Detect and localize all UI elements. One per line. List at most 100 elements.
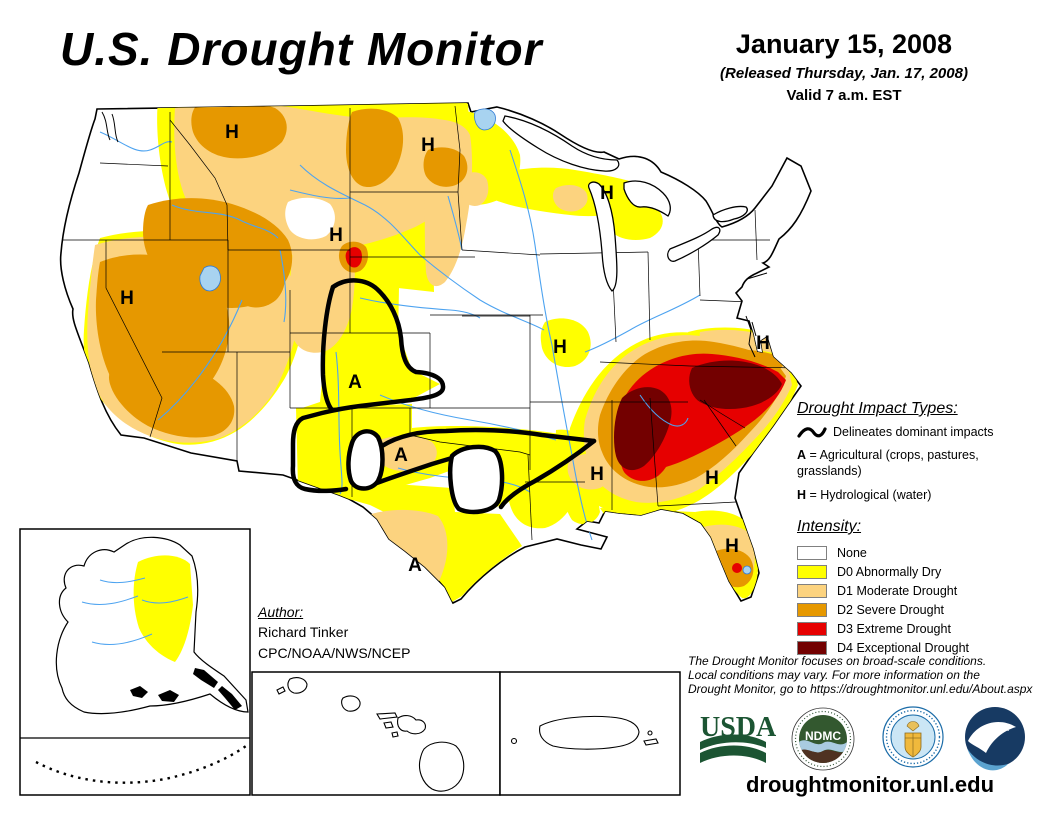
mona — [510, 737, 518, 745]
page-title: U.S. Drought Monitor — [60, 23, 543, 75]
river — [447, 195, 463, 251]
map-date: January 15, 2008 — [735, 29, 953, 59]
maui — [397, 715, 426, 735]
impact-label-H: H — [590, 464, 604, 485]
oahu — [341, 695, 361, 712]
agricultural-key: A = Agricultural (crops, pastures, grass… — [797, 448, 1027, 479]
intensity-swatch — [797, 640, 827, 655]
impact-label-H: H — [756, 333, 770, 354]
river — [279, 249, 287, 323]
impact-delineation — [290, 278, 597, 515]
state-border — [454, 105, 463, 251]
intensity-label: D0 Abnormally Dry — [837, 564, 942, 579]
lanai — [383, 721, 394, 729]
intensity-swatch — [797, 602, 827, 617]
intensity-item: D3 Extreme Drought — [797, 619, 1049, 638]
usda-logo: USDA — [700, 712, 777, 763]
puerto-rico-inset — [499, 671, 681, 796]
agricultural-letter: A — [797, 448, 807, 462]
impact-label-A: A — [348, 372, 362, 393]
intensity-item: None — [797, 543, 1049, 562]
impact-label-H: H — [725, 536, 739, 557]
noaa-logo: NOAA — [965, 707, 1025, 771]
doc-eagle — [906, 721, 920, 732]
disclaimer-line1: The Drought Monitor focuses on broad-sca… — [688, 654, 987, 668]
lake-superior — [502, 115, 620, 172]
state-border — [703, 399, 737, 447]
noaa-bird — [968, 721, 1016, 753]
disclaimer: The Drought Monitor focuses on broad-sca… — [688, 654, 1032, 696]
doc-seal — [882, 706, 944, 768]
author-block: Author: Richard Tinker CPC/NOAA/NWS/NCEP — [258, 602, 410, 663]
puerto-rico — [539, 715, 640, 750]
hydrological-key: H = Hydrological (water) — [797, 488, 1027, 504]
intensity-item: D4 Exceptional Drought — [797, 638, 1049, 657]
alaska-south-coast — [130, 668, 242, 710]
date-block: January 15, 2008 (Released Thursday, Jan… — [700, 28, 988, 105]
state-border — [99, 162, 169, 167]
impact-label-H: H — [553, 337, 567, 358]
hydrological-letter: H — [797, 488, 807, 503]
state-border — [689, 365, 799, 369]
big-island — [418, 741, 465, 792]
rivers — [99, 131, 701, 541]
lake-ontario — [712, 205, 748, 223]
impact-labels: H H H H H H H H H H A A A — [120, 122, 770, 576]
state-border — [461, 249, 541, 256]
intensity-item: D2 Severe Drought — [797, 600, 1049, 619]
state-border — [647, 251, 651, 341]
state-border — [527, 454, 533, 541]
intensity-swatch — [797, 583, 827, 598]
intensity-label: D4 Exceptional Drought — [837, 640, 970, 655]
intensity-items: None D0 Abnormally Dry D1 Moderate Drought… — [797, 543, 1049, 657]
impact-label-A: A — [408, 555, 422, 576]
state-border — [169, 119, 229, 251]
intensity-label: D2 Severe Drought — [837, 602, 945, 617]
lake-of-the-woods — [474, 108, 496, 131]
release-date: (Released Thursday, Jan. 17, 2008) — [720, 64, 968, 82]
impact-legend: Drought Impact Types: Delineates dominan… — [797, 400, 1049, 513]
vieques — [643, 738, 659, 746]
lake-okeechobee — [742, 565, 752, 575]
impact-label-H: H — [225, 122, 239, 143]
delineation-hole-nm — [346, 429, 385, 491]
impact-label-A: A — [394, 445, 408, 466]
niihau — [276, 686, 286, 695]
intensity-label: D3 Extreme Drought — [837, 621, 951, 636]
impact-label-H: H — [705, 468, 719, 489]
delineation-key: Delineates dominant impacts — [797, 425, 1049, 439]
coast-details — [101, 111, 768, 358]
river — [335, 351, 343, 495]
river — [171, 204, 279, 239]
state-border — [539, 251, 649, 255]
valid-time: Valid 7 a.m. EST — [786, 86, 902, 104]
impact-label-H: H — [600, 183, 614, 204]
agricultural-label: = Agricultural (crops, pastures, grassla… — [797, 448, 979, 478]
alaska-inset — [19, 528, 251, 796]
hawaii-inset — [251, 671, 501, 796]
culebra — [647, 730, 653, 736]
intensity-swatch — [797, 621, 827, 636]
lake-michigan — [587, 181, 618, 292]
disclaimer-line3: Drought Monitor, go to https://droughtmo… — [688, 682, 1033, 697]
state-border — [699, 299, 751, 303]
river — [299, 164, 545, 331]
noaa-text: NOAA — [987, 724, 1010, 733]
state-border — [657, 501, 737, 507]
intensity-label: None — [837, 545, 867, 560]
impact-label-H: H — [421, 135, 435, 156]
ndmc-text: NDMC — [805, 729, 841, 743]
river — [289, 189, 351, 199]
state-border — [105, 240, 163, 438]
intensity-legend-heading: Intensity: — [797, 518, 862, 535]
lake-huron — [623, 180, 671, 217]
drought-layer-d4 — [614, 360, 782, 471]
lake-erie — [667, 226, 721, 262]
noaa-wave — [967, 748, 1008, 771]
author-org: CPC/NOAA/NWS/NCEP — [258, 644, 411, 661]
long-island — [746, 272, 768, 280]
state-border — [649, 397, 659, 507]
great-salt-lake — [199, 265, 221, 292]
